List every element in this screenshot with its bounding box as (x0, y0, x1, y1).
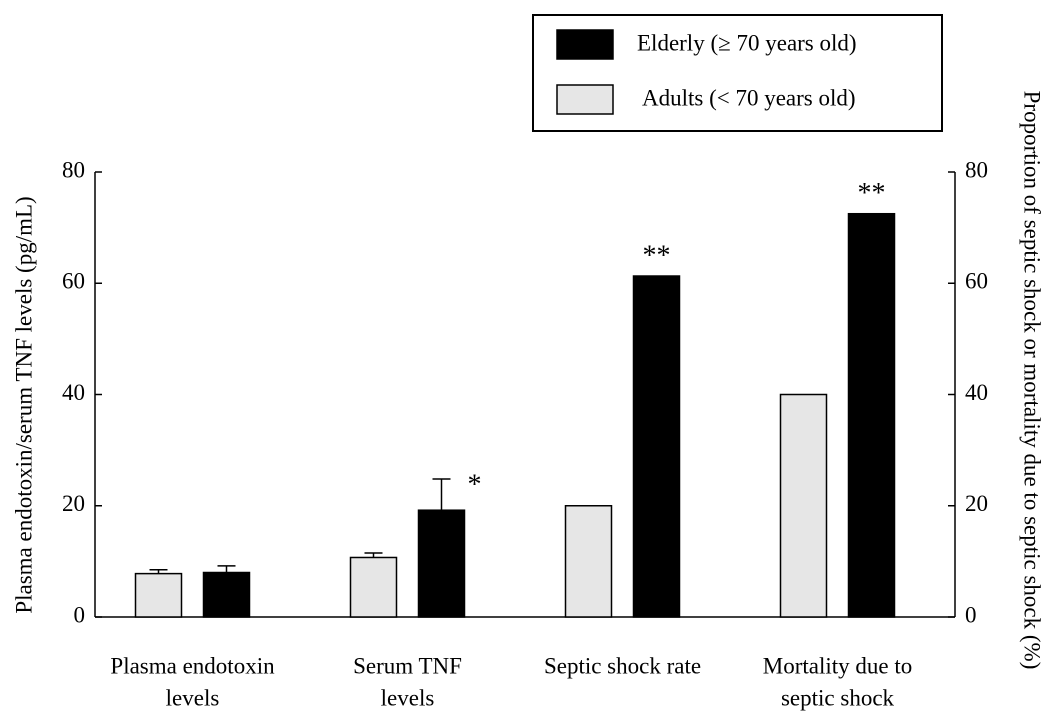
y2-axis-label: Proportion of septic shock or mortality … (1020, 91, 1045, 670)
bar (417, 509, 466, 618)
bar (349, 556, 398, 618)
y-tick-label: 20 (62, 491, 85, 516)
bar (632, 275, 681, 618)
y-axis-label: Plasma endotoxin/serum TNF levels (pg/mL… (11, 196, 36, 613)
x-tick-label: Mortality due to (763, 653, 912, 678)
y2-tick-label: 40 (965, 380, 988, 405)
y2-tick-label: 60 (965, 269, 988, 294)
y-tick-label: 80 (62, 157, 85, 182)
y2-tick-label: 20 (965, 491, 988, 516)
x-tick-label: levels (166, 685, 220, 710)
y-tick-label: 60 (62, 269, 85, 294)
bar (202, 571, 251, 618)
x-tick-label: levels (381, 685, 435, 710)
y2-tick-label: 80 (965, 157, 988, 182)
significance-mark: ** (643, 240, 671, 271)
legend-swatch (556, 29, 614, 60)
x-tick-label: Serum TNF (353, 653, 462, 678)
bar (847, 212, 896, 618)
significance-mark: * (468, 469, 482, 500)
x-tick-label: Septic shock rate (544, 653, 701, 678)
y-tick-label: 40 (62, 380, 85, 405)
x-tick-label: septic shock (781, 685, 895, 710)
bar (134, 572, 183, 618)
x-tick-label: Plasma endotoxin (110, 653, 275, 678)
y2-tick-label: 0 (965, 602, 977, 627)
significance-mark: ** (858, 178, 886, 209)
legend-label: Adults (< 70 years old) (642, 85, 856, 110)
y-tick-label: 0 (74, 602, 86, 627)
bar (564, 505, 613, 618)
bar (779, 393, 828, 618)
legend-label: Elderly (≥ 70 years old) (637, 30, 857, 55)
legend-swatch (556, 84, 614, 115)
